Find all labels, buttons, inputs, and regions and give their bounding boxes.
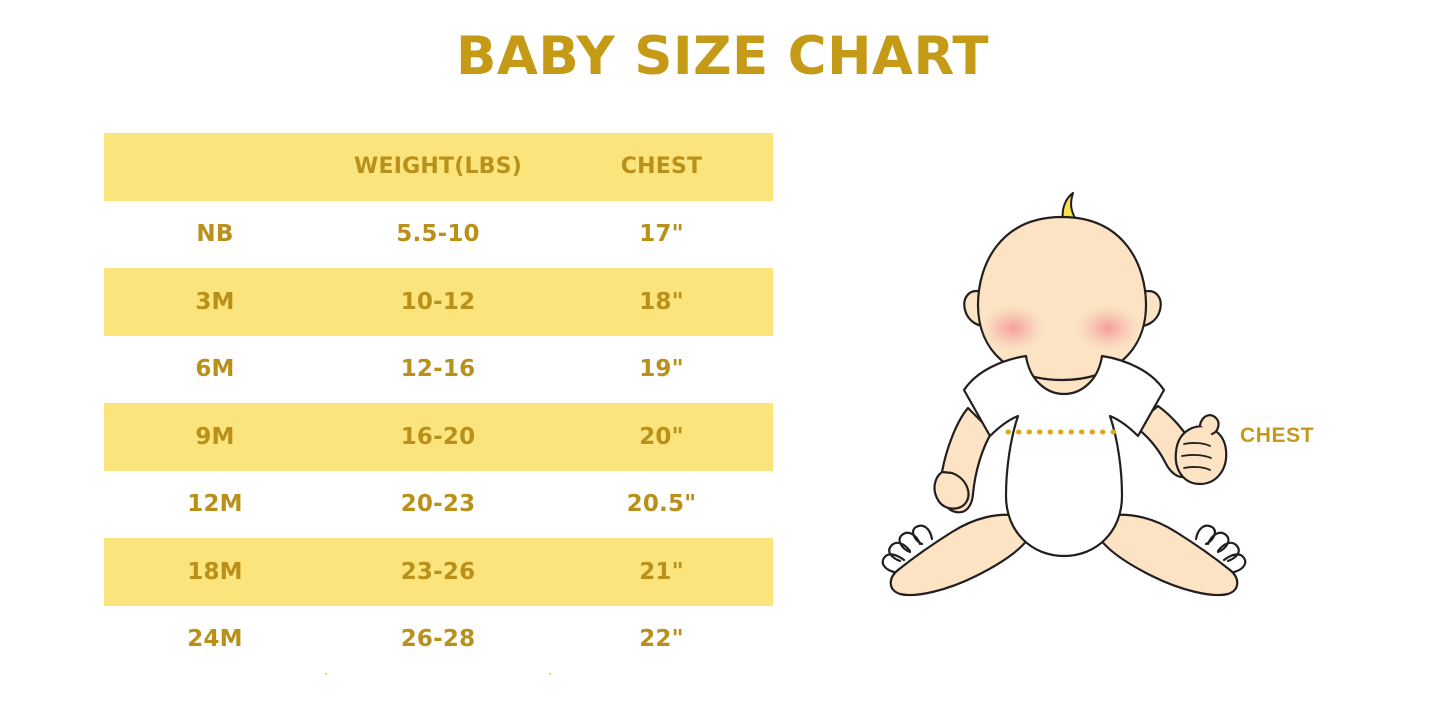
head <box>976 215 1148 382</box>
cell-chest: 21" <box>639 558 684 585</box>
onesie-body <box>962 354 1166 558</box>
cell-size: 18M <box>187 558 243 585</box>
cell-size: 3M <box>195 288 235 315</box>
cell-size: 6M <box>195 356 235 383</box>
chest-measurement-label: CHEST <box>1240 424 1315 447</box>
page-title: BABY SIZE CHART <box>455 26 990 87</box>
cell-chest: 20" <box>639 423 684 450</box>
left-cheek-blush <box>982 305 1044 351</box>
cell-weight: 12-16 <box>400 356 476 383</box>
header-cell-weight: WEIGHT(LBS) <box>354 154 522 180</box>
table-row: NB 5.5-10 17" <box>104 200 773 268</box>
table-row: 6M 12-16 19" <box>104 335 773 403</box>
header-cell-chest: CHEST <box>620 154 703 180</box>
right-fist-fingers <box>1181 442 1212 471</box>
cell-chest: 22" <box>639 626 684 653</box>
left-foot-toes <box>881 524 934 574</box>
right-thumb <box>1198 414 1220 436</box>
table-row: 9M 16-20 20" <box>104 403 773 471</box>
table-row: 18M 23-26 21" <box>104 538 773 606</box>
baby-figure-svg <box>881 192 1247 597</box>
cell-weight: 20-23 <box>400 491 476 518</box>
size-table: WEIGHT(LBS) CHEST NB 5.5-10 17" 3M 10-12… <box>104 133 773 675</box>
cell-size: 12M <box>187 491 243 518</box>
cell-chest: 19" <box>639 356 684 383</box>
cell-chest: 17" <box>639 221 684 248</box>
cell-weight: 5.5-10 <box>396 221 480 248</box>
cell-chest: 18" <box>639 288 684 315</box>
cell-size: NB <box>196 221 234 248</box>
right-foot-toes <box>1194 524 1247 574</box>
right-cheek-blush <box>1077 305 1139 351</box>
baby-illustration <box>880 160 1280 600</box>
left-leg <box>889 513 1034 597</box>
cell-weight: 23-26 <box>400 558 476 585</box>
cell-weight: 16-20 <box>400 423 476 450</box>
table-row: 12M 20-23 20.5" <box>104 470 773 538</box>
cell-weight: 10-12 <box>400 288 476 315</box>
right-leg <box>1094 513 1239 597</box>
cell-size: 9M <box>195 423 235 450</box>
cell-chest: 20.5" <box>626 491 697 518</box>
table-header-row: WEIGHT(LBS) CHEST <box>104 133 773 201</box>
cell-size: 24M <box>187 626 243 653</box>
left-hand <box>933 470 970 510</box>
table-row: 24M 26-28 22" <box>104 605 773 673</box>
table-row: 3M 10-12 18" <box>104 268 773 336</box>
cell-weight: 26-28 <box>400 626 476 653</box>
